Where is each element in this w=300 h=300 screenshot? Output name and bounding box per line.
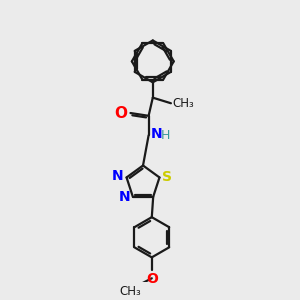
Text: H: H: [160, 129, 170, 142]
Text: O: O: [115, 106, 128, 121]
Text: N: N: [151, 127, 163, 141]
Text: S: S: [162, 170, 172, 184]
Text: CH₃: CH₃: [119, 285, 141, 298]
Text: N: N: [112, 169, 124, 183]
Text: O: O: [146, 272, 158, 286]
Text: N: N: [118, 190, 130, 204]
Text: CH₃: CH₃: [172, 97, 194, 110]
